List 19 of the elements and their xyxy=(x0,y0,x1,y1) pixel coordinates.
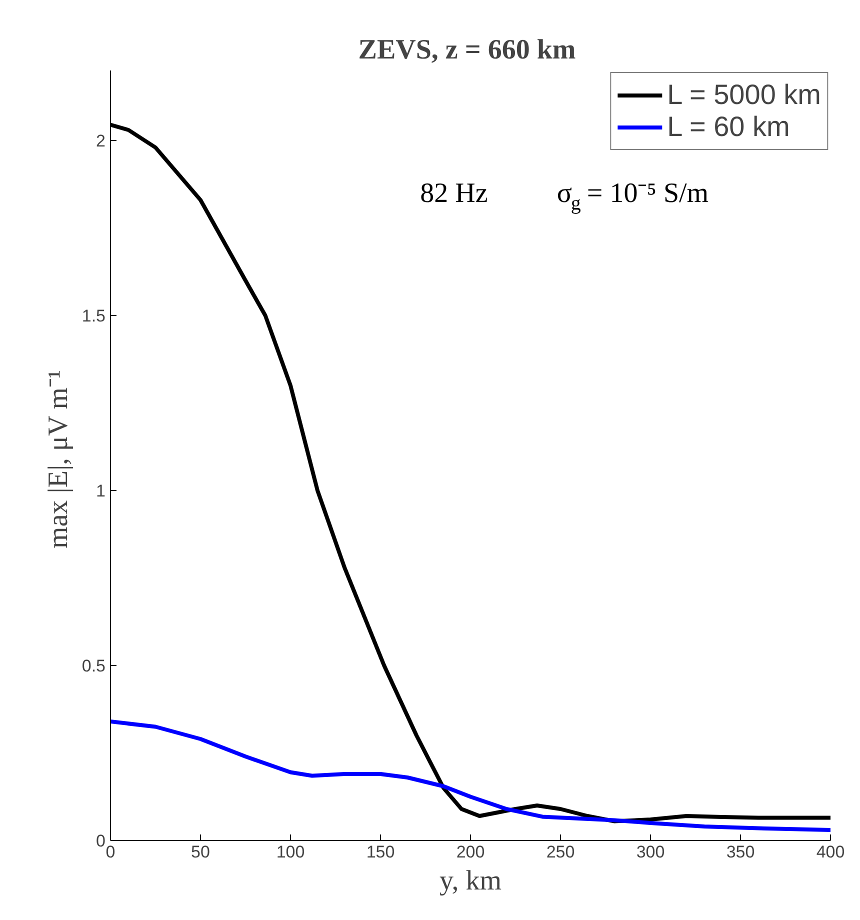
legend-label: L = 60 km xyxy=(667,111,790,143)
line-series xyxy=(110,720,830,832)
y-tick-label: 1 xyxy=(96,482,106,500)
x-axis-title: y, km xyxy=(440,866,502,896)
legend-label: L = 5000 km xyxy=(667,79,821,111)
x-tick-label: 200 xyxy=(456,842,485,862)
y-tick-label: 0.5 xyxy=(82,656,106,676)
x-tick-label: 50 xyxy=(191,842,210,862)
annotation: 82 Hz xyxy=(420,178,488,210)
y-tick-label: 1.5 xyxy=(82,306,106,326)
x-tick-label: 150 xyxy=(366,842,395,862)
y-axis-title: max |E|, μV m⁻¹ xyxy=(42,370,74,548)
x-tick-label: 100 xyxy=(276,842,305,862)
x-tick-label: 350 xyxy=(726,842,755,862)
y-tick-label: 2 xyxy=(96,132,106,150)
x-tick-label: 400 xyxy=(816,842,845,862)
chart-title: ZEVS, z = 660 km xyxy=(358,34,576,66)
x-tick-label: 300 xyxy=(636,842,665,862)
x-tick-label: 250 xyxy=(546,842,575,862)
